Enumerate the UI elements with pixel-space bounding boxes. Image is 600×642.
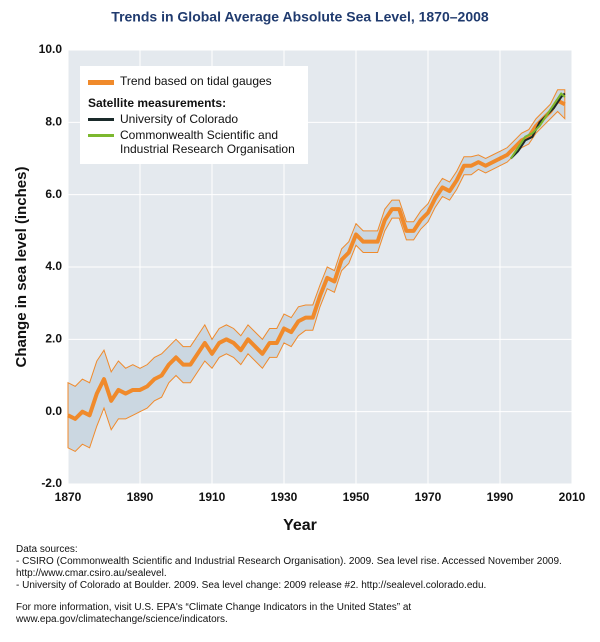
x-tick-label: 1910 [199,490,226,504]
note-line: Data sources: [16,544,78,555]
y-axis-label: Change in sea level (inches) [13,167,30,368]
legend-swatch [88,118,114,121]
legend-entry: Commonwealth Scientific and Industrial R… [88,128,300,156]
y-tick-label: 10.0 [39,42,63,56]
note-line: http://www.cmar.csiro.au/sealevel. [16,568,167,579]
legend-entry: University of Colorado [88,112,300,126]
legend: Trend based on tidal gauges Satellite mea… [80,66,308,164]
note-line: www.epa.gov/climatechange/science/indica… [16,614,228,625]
legend-label: Commonwealth Scientific and Industrial R… [120,128,295,156]
series-line [67,98,566,421]
y-tick-label: 6.0 [45,187,62,201]
x-tick-label: 1990 [487,490,514,504]
x-tick-label: 1970 [415,490,442,504]
y-tick-label: 4.0 [45,259,62,273]
legend-label: University of Colorado [120,112,239,126]
x-tick-label: 1870 [55,490,82,504]
legend-swatch [88,134,114,137]
x-tick-label: 1930 [271,490,298,504]
y-tick-label: 2.0 [45,332,62,346]
y-tick-label: -2.0 [41,476,62,490]
legend-entry: Trend based on tidal gauges [88,74,300,88]
x-tick-label: 1890 [127,490,154,504]
note-line: - CSIRO (Commonwealth Scientific and Ind… [16,556,562,567]
y-tick-label: 0.0 [45,404,62,418]
note-line: For more information, visit U.S. EPA's “… [16,602,412,613]
chart-title: Trends in Global Average Absolute Sea Le… [111,9,489,25]
x-tick-label: 1950 [343,490,370,504]
x-tick-label: 2010 [559,490,586,504]
series-line [510,92,566,160]
legend-swatch [88,80,114,85]
x-axis-label: Year [283,517,317,534]
series-line [509,92,566,160]
notes: Data sources: - CSIRO (Commonwealth Scien… [16,544,596,626]
legend-group-title: Satellite measurements: [88,96,227,110]
legend-label: Trend based on tidal gauges [120,74,272,88]
note-line: - University of Colorado at Boulder. 200… [16,580,487,591]
y-tick-label: 8.0 [45,115,62,129]
